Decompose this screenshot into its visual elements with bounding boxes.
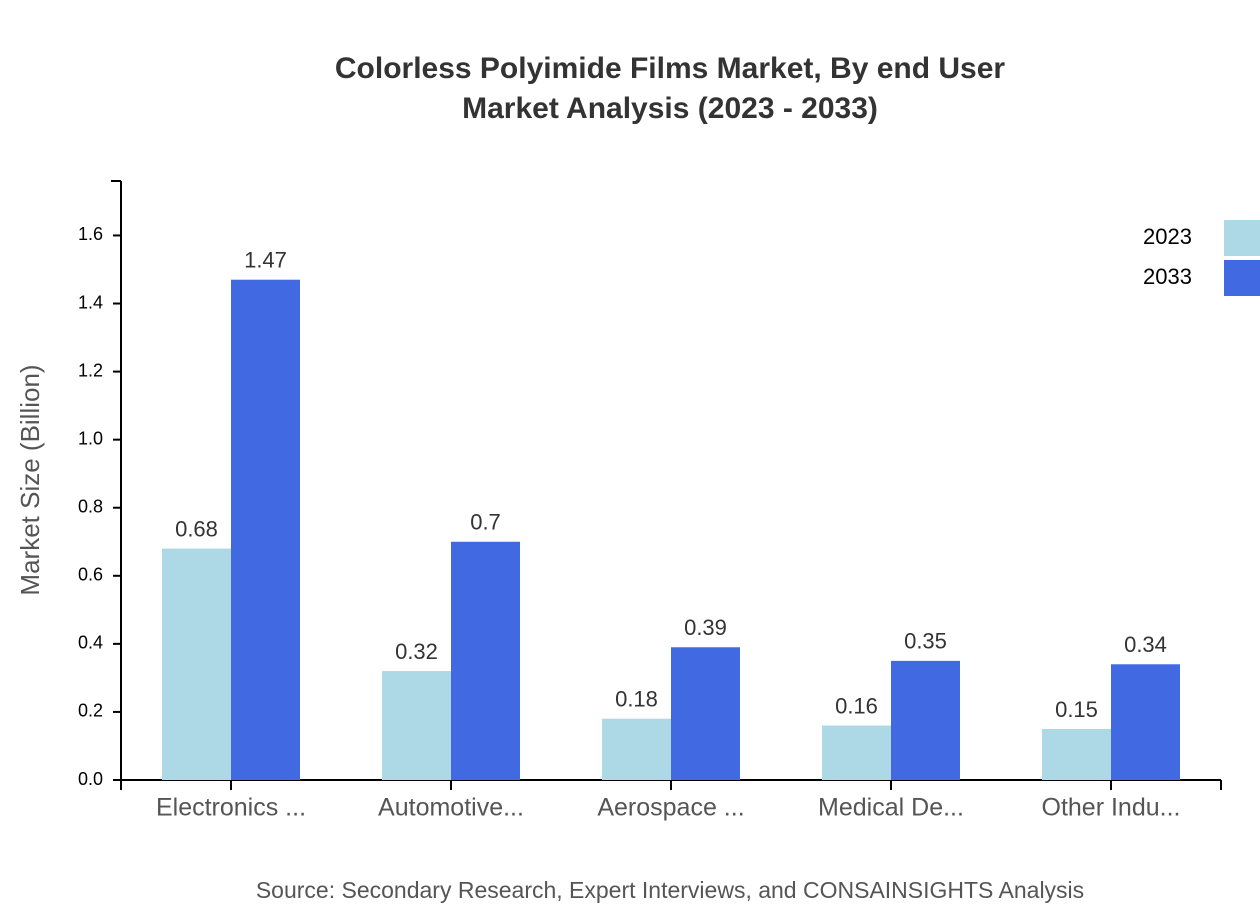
chart-title: Market Analysis (2023 - 2033): [462, 92, 878, 125]
y-tick-label: 0.4: [78, 633, 103, 653]
y-tick-label: 1.2: [78, 360, 103, 380]
y-tick-label: 1.4: [78, 292, 103, 312]
x-tick-label: Electronics ...: [156, 794, 306, 822]
value-label: 0.16: [835, 693, 878, 718]
bar: [822, 725, 891, 780]
legend-label: 2033: [1143, 264, 1192, 289]
y-tick-label: 0.2: [78, 701, 103, 721]
value-label: 0.34: [1124, 632, 1167, 657]
value-label: 0.18: [615, 687, 658, 712]
y-tick-label: 0.0: [78, 769, 103, 789]
value-label: 0.39: [684, 615, 727, 640]
y-tick-label: 0.8: [78, 496, 103, 516]
chart-title: Colorless Polyimide Films Market, By end…: [335, 52, 1006, 85]
bar: [671, 647, 740, 780]
x-tick-label: Other Indu...: [1042, 794, 1181, 822]
value-label: 1.47: [244, 248, 287, 273]
bar: [231, 279, 300, 780]
bar: [1111, 664, 1180, 780]
bar: [891, 660, 960, 780]
bar: [602, 718, 671, 780]
value-label: 0.15: [1055, 697, 1098, 722]
source-note: Source: Secondary Research, Expert Inter…: [256, 877, 1084, 903]
legend-swatch: [1224, 220, 1260, 256]
value-label: 0.35: [904, 629, 947, 654]
legend-label: 2023: [1143, 224, 1192, 249]
x-tick-label: Aerospace ...: [597, 794, 744, 822]
y-tick-label: 1.0: [78, 428, 103, 448]
y-tick-label: 1.6: [78, 224, 103, 244]
legend-swatch: [1224, 260, 1260, 296]
bar: [451, 541, 520, 780]
x-tick-label: Automotive...: [378, 794, 524, 822]
value-label: 0.7: [470, 510, 501, 535]
y-tick-label: 0.6: [78, 565, 103, 585]
x-tick-label: Medical De...: [818, 794, 964, 822]
bar: [1042, 728, 1111, 780]
value-label: 0.68: [175, 516, 218, 541]
bar: [162, 548, 231, 780]
value-label: 0.32: [395, 639, 438, 664]
y-axis-label: Market Size (Billion): [15, 364, 45, 595]
bar: [382, 671, 451, 780]
